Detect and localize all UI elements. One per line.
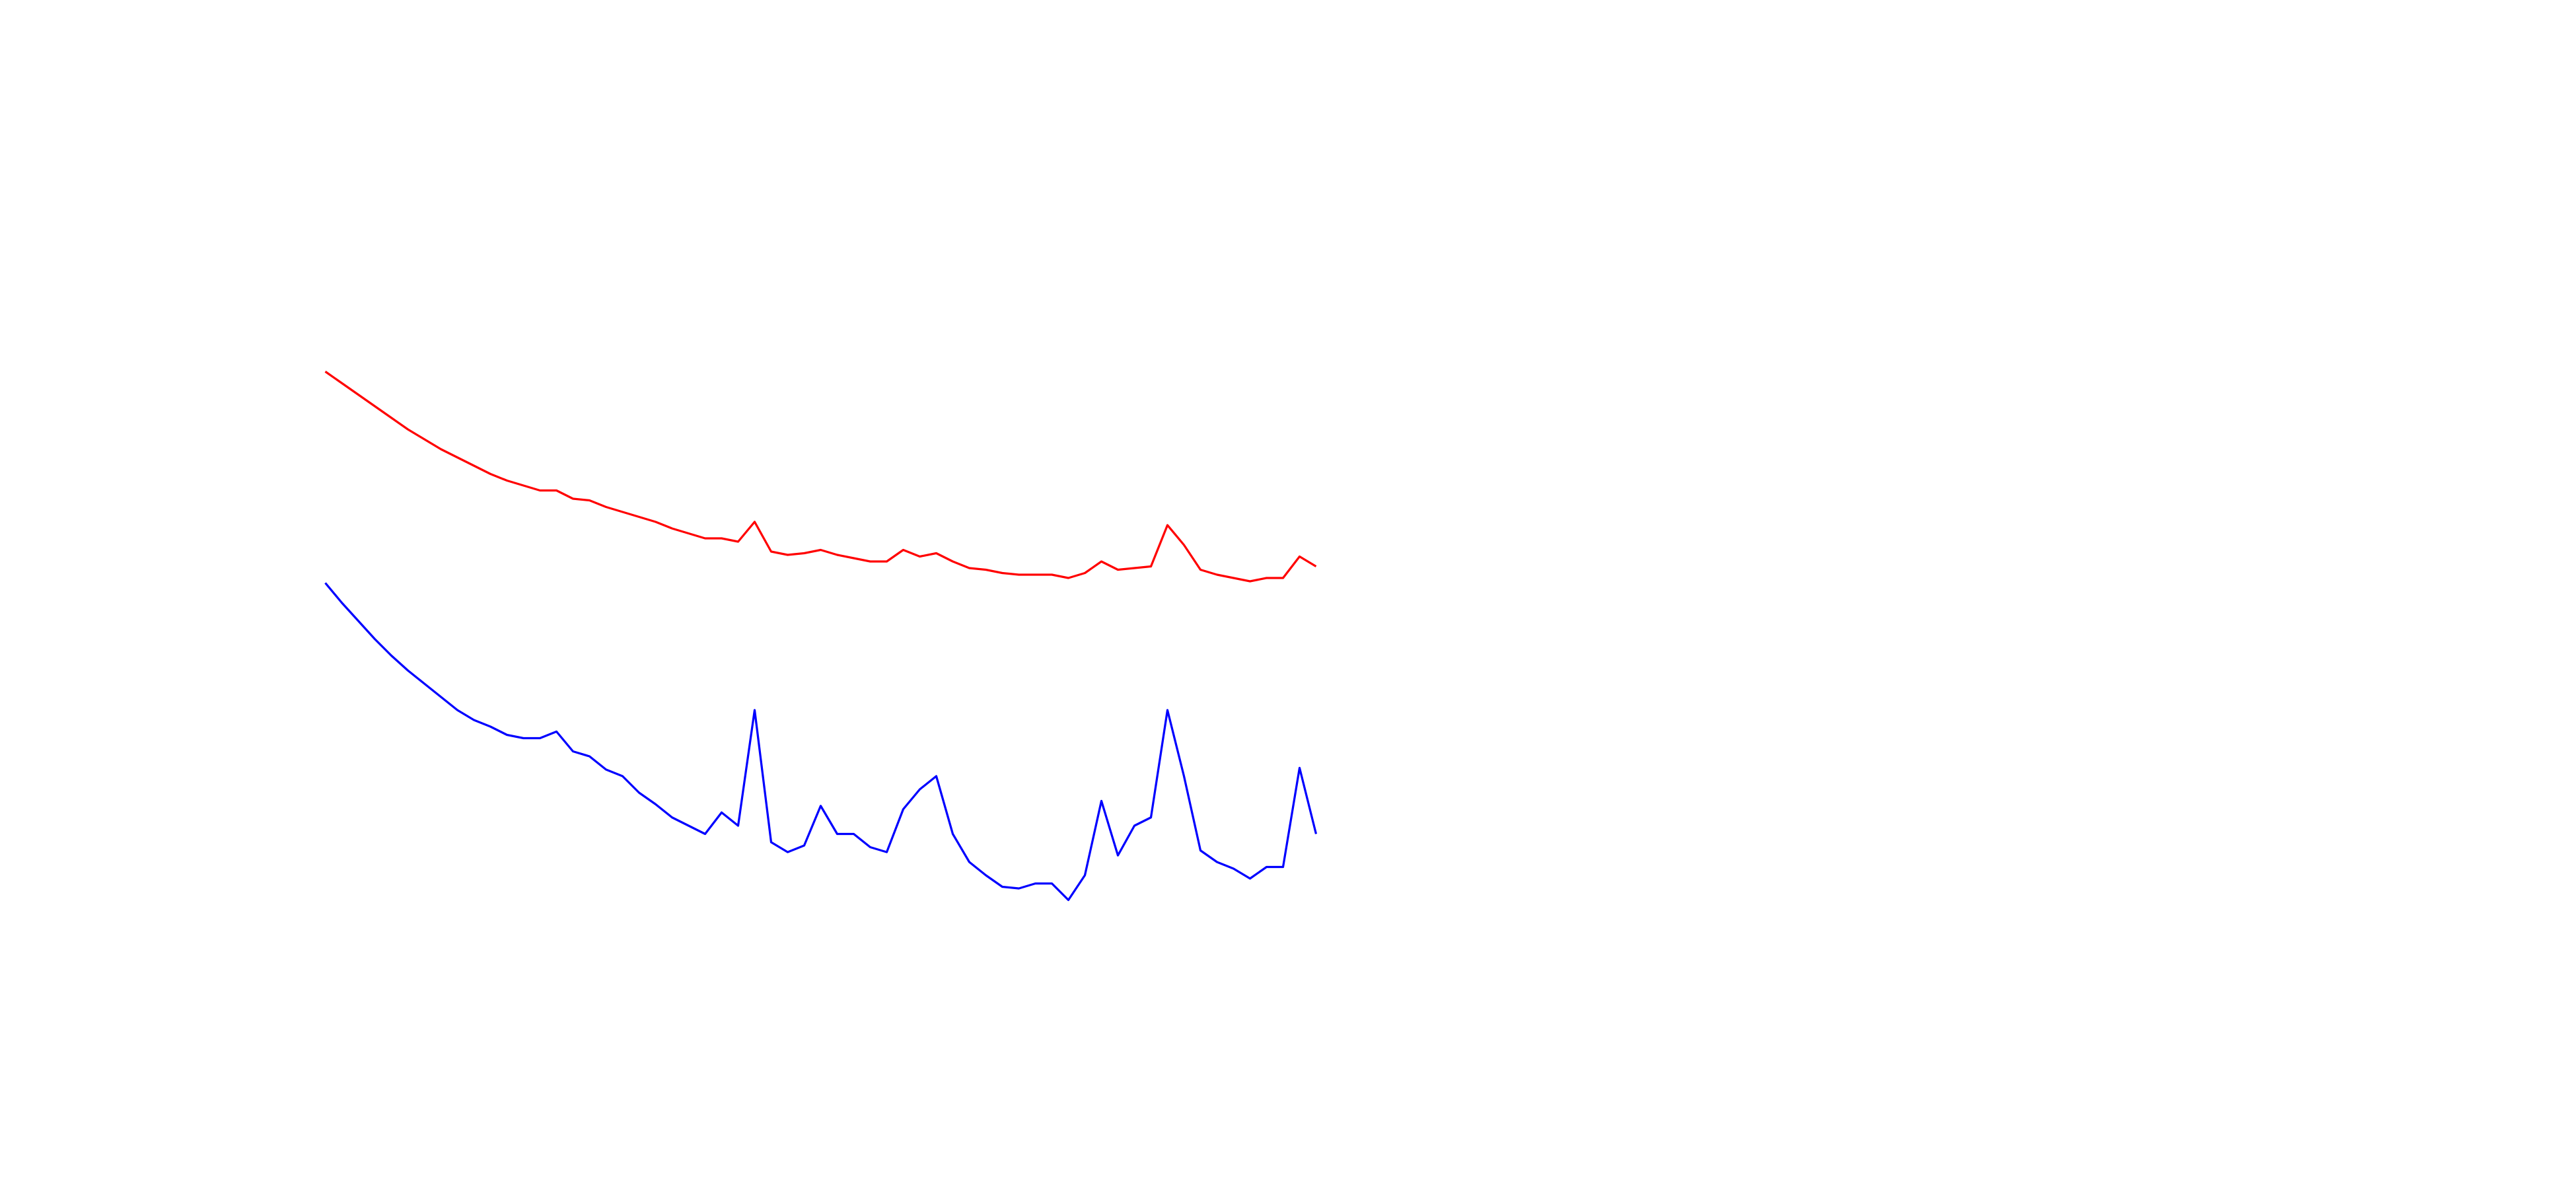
- series-line: [324, 371, 1317, 583]
- series-line: [324, 582, 1318, 902]
